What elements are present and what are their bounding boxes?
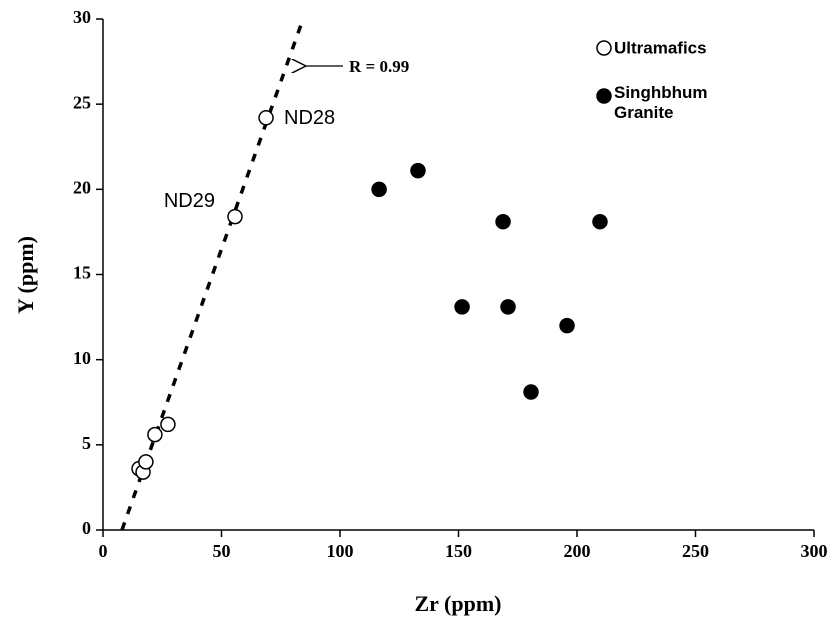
x-tick-label: 0 — [99, 541, 108, 561]
point — [500, 299, 516, 315]
point — [160, 416, 176, 433]
point — [559, 317, 575, 334]
point — [138, 454, 154, 470]
point — [410, 162, 426, 179]
point — [147, 426, 163, 443]
legend-marker — [596, 88, 612, 104]
x-tick-label: 200 — [564, 541, 591, 561]
x-tick-label: 250 — [682, 541, 709, 561]
y-tick-label: 30 — [73, 7, 91, 27]
y-tick-label: 25 — [73, 92, 91, 112]
y-tick-label: 0 — [82, 518, 91, 538]
legend-label: Ultramafics — [614, 38, 707, 57]
y-tick-label: 15 — [73, 263, 91, 283]
legend-marker — [596, 40, 612, 56]
y-tick-label: 5 — [82, 433, 91, 453]
point-label: ND28 — [284, 107, 335, 129]
trend-line — [120, 18, 305, 531]
x-tick-label: 100 — [327, 541, 354, 561]
y-axis-title: Y (ppm) — [13, 236, 38, 314]
y-tick-label: 20 — [73, 177, 91, 197]
x-axis-title: Zr (ppm) — [415, 591, 502, 616]
point — [495, 213, 511, 230]
point — [227, 208, 243, 225]
point — [371, 181, 387, 198]
point — [454, 299, 470, 315]
point — [592, 213, 608, 230]
point-label: ND29 — [164, 190, 215, 212]
x-tick-label: 50 — [213, 541, 231, 561]
x-tick-label: 300 — [801, 541, 828, 561]
point — [258, 110, 274, 126]
x-tick-label: 150 — [445, 541, 472, 561]
legend-label: Singhbhum Granite — [614, 83, 708, 122]
annotation: R = 0.99 — [349, 57, 409, 76]
y-tick-label: 10 — [73, 348, 91, 368]
point — [523, 384, 539, 400]
